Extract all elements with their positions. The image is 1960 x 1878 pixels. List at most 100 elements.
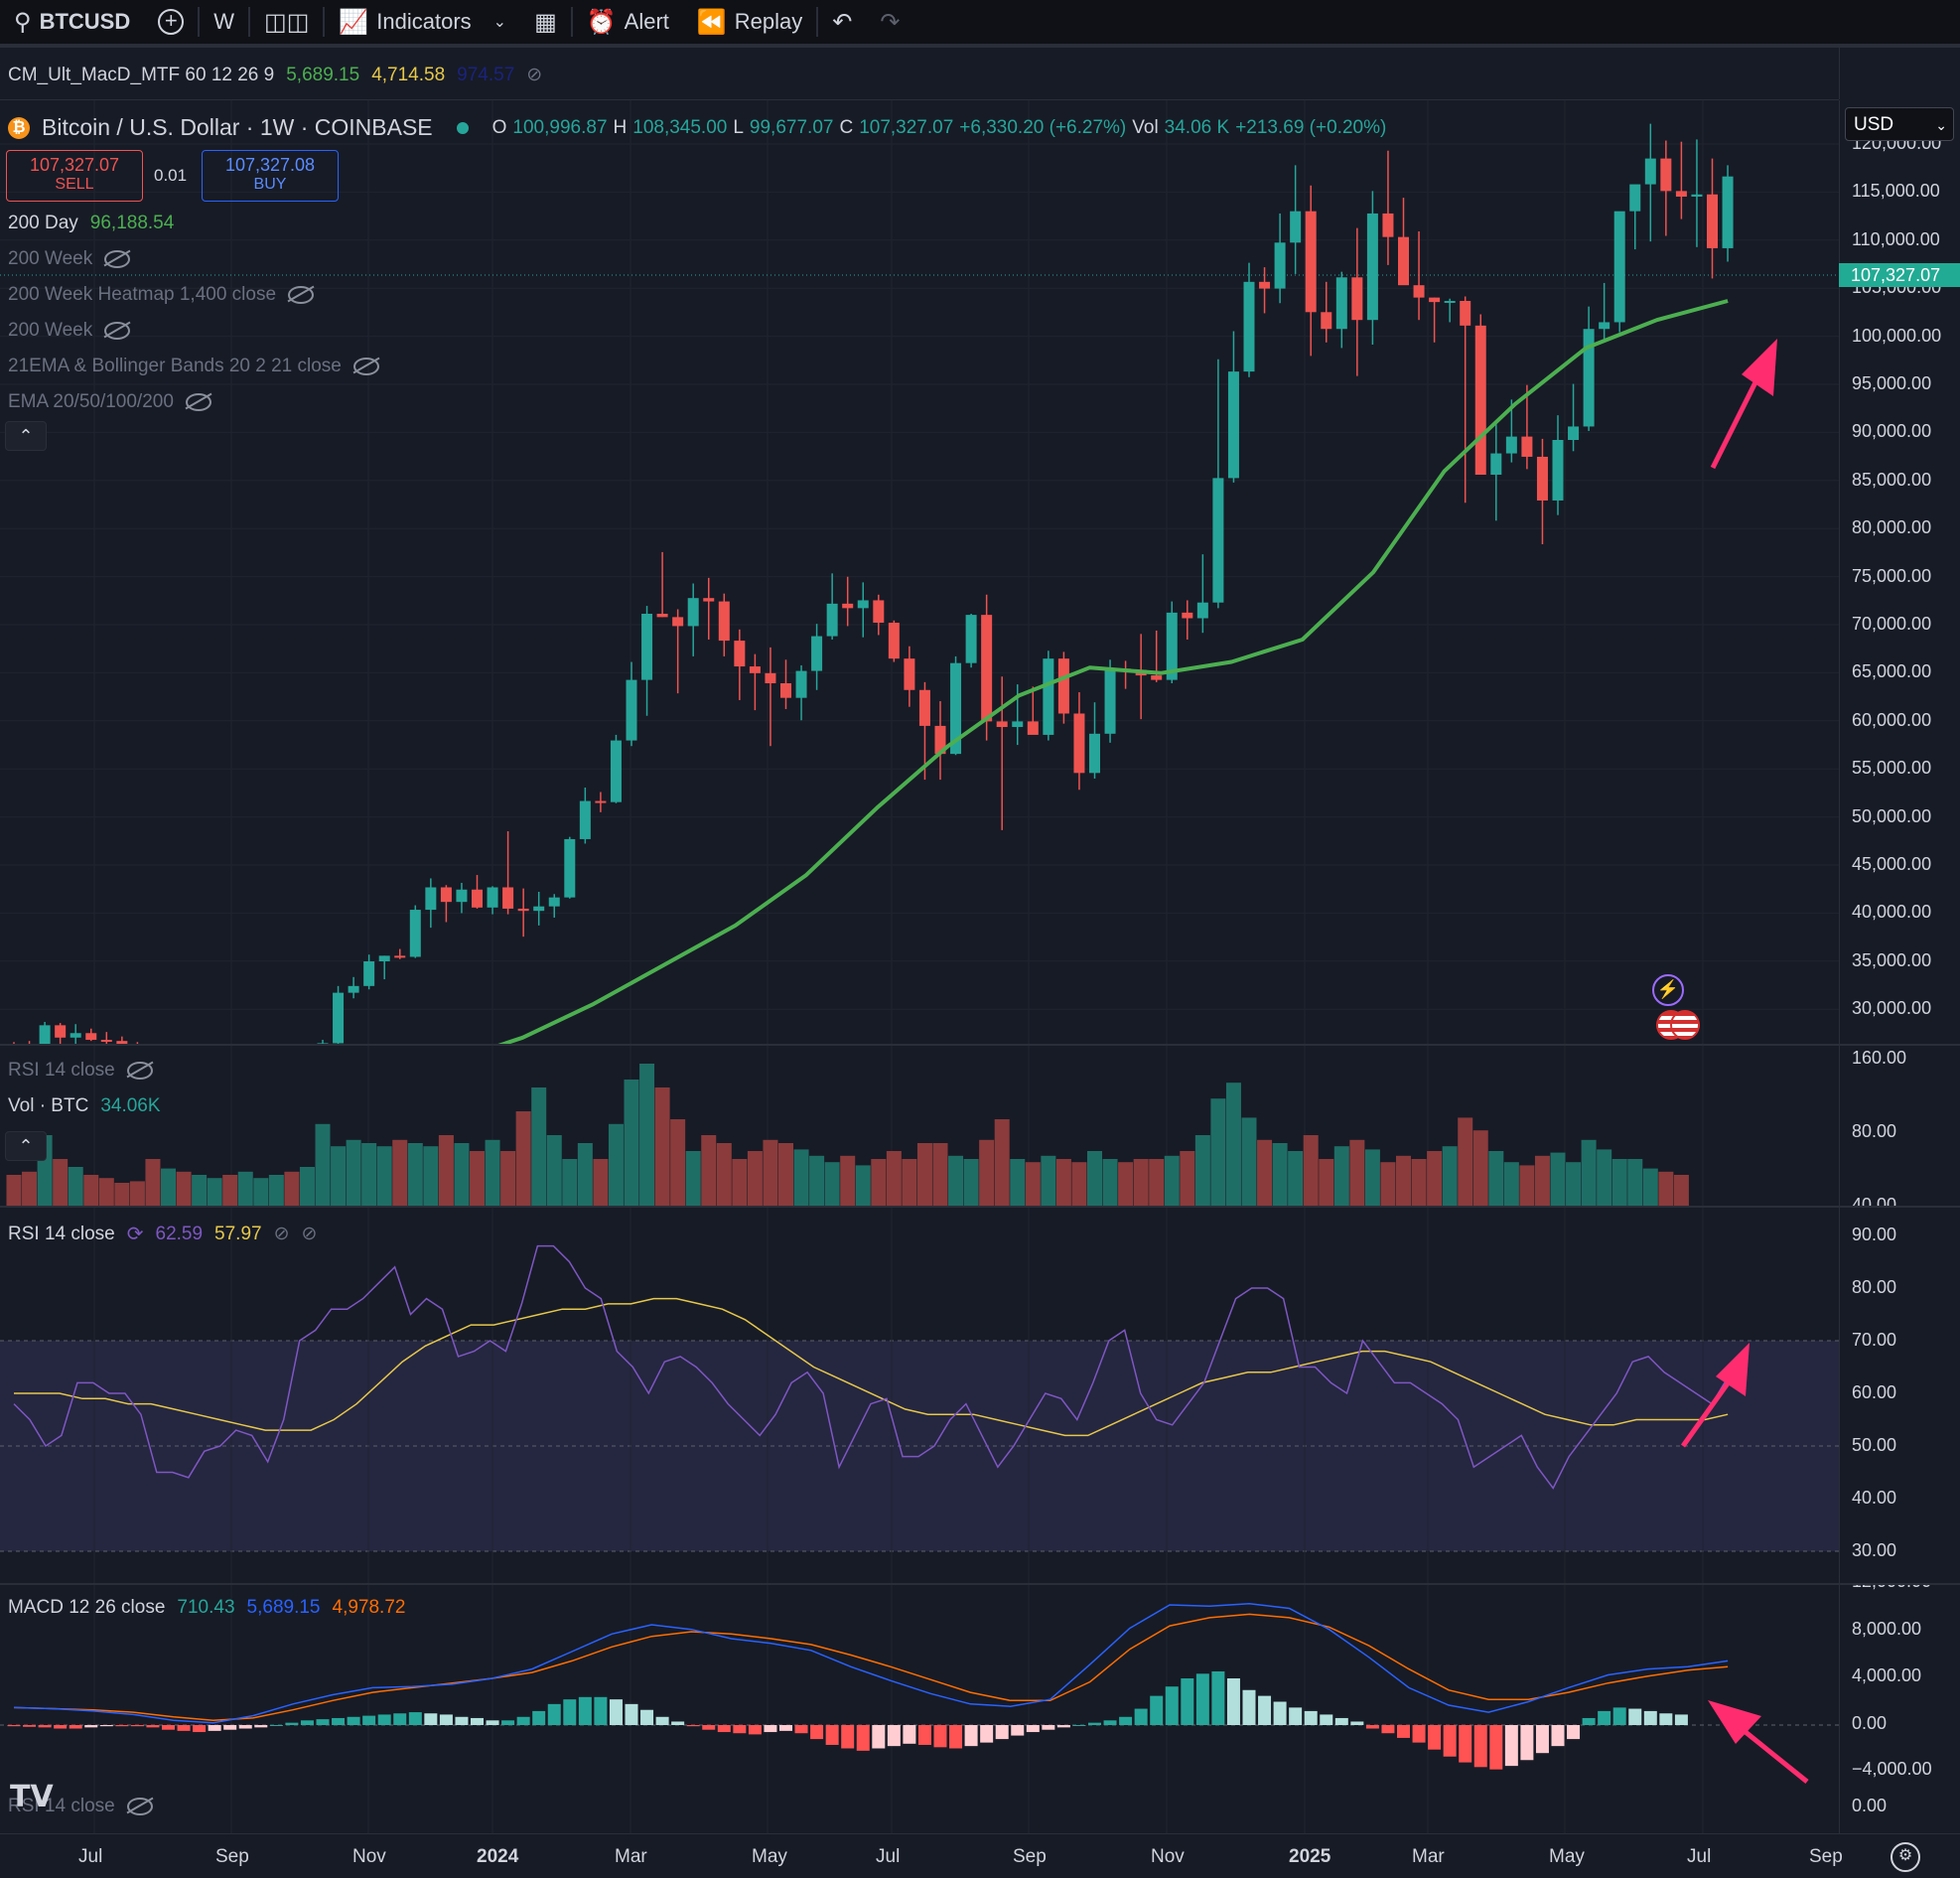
macd-hist-bar — [1443, 1725, 1457, 1757]
price-pane[interactable]: ₿ Bitcoin / U.S. Dollar · 1W · COINBASE … — [0, 100, 1839, 1044]
candle-body — [718, 601, 730, 642]
eye-hidden-icon[interactable] — [126, 1798, 153, 1815]
pane-divider[interactable] — [0, 1583, 1960, 1585]
macd-hist-bar — [1042, 1725, 1055, 1730]
volume-axis[interactable]: 160.00 80.00 40.00 — [1839, 1046, 1960, 1206]
grid-icon: ▦ — [534, 8, 557, 36]
candle-body — [39, 1025, 51, 1044]
compare-button[interactable]: + — [144, 0, 198, 44]
macd-legend[interactable]: MACD 12 26 close 710.43 5,689.15 4,978.7… — [8, 1597, 405, 1619]
macd-hist-bar — [1258, 1695, 1272, 1725]
eye-hidden-icon[interactable] — [185, 393, 211, 411]
macd-hist-bar — [779, 1725, 792, 1731]
redo-button[interactable]: ↷ — [866, 0, 913, 44]
volume-bar — [114, 1183, 130, 1206]
tradingview-logo-icon[interactable]: TV — [10, 1780, 54, 1814]
volume-bar — [470, 1151, 485, 1206]
close-label: C — [839, 116, 854, 138]
macd-label: MACD 12 26 close — [8, 1597, 166, 1618]
volume-bar — [83, 1175, 99, 1206]
candle-body — [1043, 658, 1054, 735]
volume-bar — [531, 1087, 547, 1206]
volume-bar — [1534, 1155, 1550, 1206]
volume-bar — [793, 1149, 809, 1206]
macd-hist-bar — [733, 1725, 747, 1734]
symbol-search[interactable]: ⚲ BTCUSD — [0, 0, 144, 44]
candle-body — [1012, 721, 1024, 728]
collapse-legend-button[interactable]: ⌃ — [5, 421, 47, 451]
undo-button[interactable]: ↶ — [818, 0, 866, 44]
macd-hist-bar — [640, 1709, 654, 1725]
rsi-pane[interactable]: RSI 14 close ⟳ 62.59 57.97 ⊘ ⊘ — [0, 1208, 1839, 1583]
overlay-legend-item[interactable]: 21EMA & Bollinger Bands 20 2 21 close — [8, 356, 379, 377]
macd-hist-bar — [949, 1725, 963, 1749]
macd-hist-bar — [1026, 1725, 1040, 1733]
interval-button[interactable]: W — [200, 0, 248, 44]
macd-line-value: 5,689.15 — [246, 1597, 321, 1618]
macd-hist-bar — [594, 1696, 608, 1725]
volume-bar — [1427, 1151, 1443, 1206]
currency-select[interactable]: USD ⌄ — [1845, 107, 1954, 141]
candle-body — [1243, 281, 1255, 372]
last-price-tag: 107,327.07 — [1839, 263, 1960, 287]
replay-button[interactable]: ⏪ Replay — [683, 0, 816, 44]
top-indicator-legend[interactable]: CM_Ult_MacD_MTF 60 12 26 9 5,689.15 4,71… — [8, 64, 542, 86]
volume-bar — [1225, 1083, 1241, 1206]
us-flag-event-icon[interactable] — [1656, 1010, 1700, 1040]
overlay-legend-item[interactable]: 200 Week — [8, 248, 131, 270]
macd-pane[interactable]: MACD 12 26 close 710.43 5,689.15 4,978.7… — [0, 1585, 1839, 1833]
overlay-legend-item[interactable]: 200 Week — [8, 320, 131, 342]
volume-bar — [1673, 1175, 1689, 1206]
rsi-hidden-legend-bottom[interactable]: RSI 14 close — [8, 1796, 153, 1817]
price-axis-label: 50,000.00 — [1852, 805, 1932, 826]
macd-hist-bar — [1504, 1725, 1518, 1767]
eye-hidden-icon[interactable] — [352, 358, 379, 375]
collapse-volume-legend-button[interactable]: ⌃ — [5, 1131, 47, 1161]
volume-pane[interactable]: RSI 14 close Vol · BTC 34.06K ⌃ — [0, 1046, 1839, 1206]
layouts-button[interactable]: ▦ — [520, 0, 571, 44]
eye-hidden-icon[interactable] — [104, 250, 131, 268]
pane-divider[interactable] — [0, 1044, 1960, 1046]
buy-button[interactable]: 107,327.08 BUY — [202, 150, 339, 202]
eye-hidden-icon[interactable] — [104, 322, 131, 340]
macd-chart — [0, 1585, 1839, 1833]
rsi-legend[interactable]: RSI 14 close ⟳ 62.59 57.97 ⊘ ⊘ — [8, 1222, 317, 1246]
volume-bar — [1597, 1149, 1612, 1206]
macd-hist-bar — [377, 1714, 391, 1725]
volume-bar — [192, 1175, 208, 1206]
macd-hist-bar — [115, 1725, 129, 1727]
macd-hist-bar — [1428, 1725, 1442, 1750]
lightning-event-icon[interactable]: ⚡ — [1652, 974, 1684, 1006]
alert-button[interactable]: ⏰ Alert — [573, 0, 683, 44]
volume-bar — [608, 1123, 624, 1206]
candle-body — [1104, 668, 1116, 734]
volume-bar — [1025, 1162, 1041, 1206]
vol-axis-label: 160.00 — [1852, 1048, 1907, 1068]
pane-divider[interactable] — [0, 1206, 1960, 1208]
macd-hist-bar — [825, 1725, 839, 1745]
volume-bar — [1333, 1146, 1349, 1206]
candle-body — [1305, 211, 1317, 313]
rsi-hidden-legend[interactable]: RSI 14 close — [8, 1060, 153, 1082]
sell-button[interactable]: 107,327.07 SELL — [6, 150, 143, 202]
rsi-axis[interactable]: 90.00 80.00 70.00 60.00 50.00 40.00 30.00 — [1839, 1208, 1960, 1583]
macd-axis[interactable]: 12,000.00 8,000.00 4,000.00 0.00 −4,000.00 0… — [1839, 1585, 1960, 1833]
rsi-chart — [0, 1208, 1839, 1583]
volume-legend[interactable]: Vol · BTC 34.06K — [8, 1095, 161, 1117]
overlay-legend-item[interactable]: 200 Week Heatmap 1,400 close — [8, 284, 315, 306]
candle-body — [425, 887, 437, 911]
eye-hidden-icon[interactable] — [126, 1062, 153, 1080]
candle-body — [904, 658, 915, 690]
overlay-legend-item[interactable]: EMA 20/50/100/200 — [8, 391, 211, 413]
eye-hidden-icon[interactable] — [288, 286, 315, 304]
refresh-icon[interactable]: ⟳ — [126, 1224, 144, 1245]
price-axis[interactable]: 120,000.00 115,000.00 110,000.00 105,000.00… — [1839, 100, 1960, 1044]
candle-body — [1521, 436, 1533, 457]
time-axis[interactable]: Jul Sep Nov 2024 Mar May Jul Sep Nov 2025 Mar May Ju… — [0, 1833, 1960, 1878]
settings-gear-icon[interactable]: ⚙ — [1890, 1842, 1920, 1872]
chart-type-button[interactable]: ◫◫ — [250, 0, 323, 44]
volume-bar — [624, 1080, 639, 1206]
overlay-legend-item[interactable]: 200 Day 96,188.54 — [8, 213, 174, 234]
indicators-button[interactable]: 📈 Indicators ⌄ — [325, 0, 520, 44]
divider — [570, 7, 573, 37]
